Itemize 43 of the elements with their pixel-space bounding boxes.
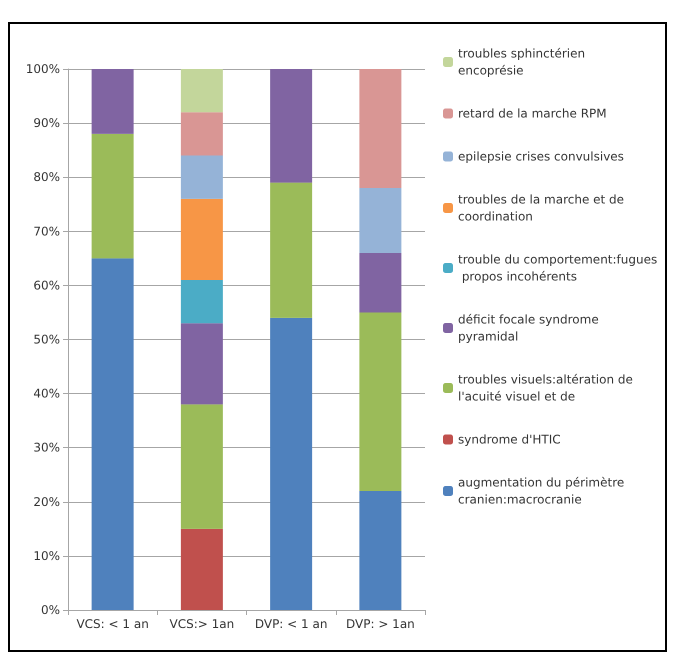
- legend-label: troubles sphinctérien encoprésie: [458, 46, 589, 78]
- legend-label: trouble du comportement:fugues propos incohérents: [458, 252, 658, 284]
- bar: [180, 156, 223, 199]
- y-tick-label: 40%: [33, 386, 60, 401]
- bar: [180, 404, 223, 529]
- bar: [359, 69, 402, 188]
- bar: [359, 312, 402, 491]
- x-tick-label: DVP: > 1an: [346, 617, 415, 631]
- y-tick-label: 70%: [33, 224, 60, 238]
- y-tick-label: 20%: [33, 494, 60, 509]
- x-tick-label: DVP: < 1 an: [254, 617, 328, 631]
- bar: [359, 490, 402, 610]
- y-tick-label: 0%: [40, 603, 60, 617]
- bar: [92, 134, 134, 258]
- bar: [359, 188, 402, 253]
- legend-label: déficit focale syndrome pyramidal: [458, 312, 603, 344]
- legend-label: augmentation du périmètre cranien:macrocranie: [458, 476, 628, 506]
- bar: [92, 258, 134, 610]
- bar: [180, 323, 223, 404]
- x-tick-label: VCS: < 1 an: [76, 617, 149, 631]
- legend-label: syndrome d'HTIC: [458, 432, 561, 446]
- x-tick-label: VCS:> 1an: [170, 617, 234, 631]
- bar: [270, 318, 312, 610]
- legend-label: troubles de la marche et de coordination: [458, 192, 628, 224]
- bar: [180, 528, 223, 610]
- bar: [180, 69, 223, 112]
- y-tick-label: 100%: [26, 62, 60, 76]
- legend-label: epilepsie crises convulsives: [458, 150, 624, 164]
- y-tick-label: 60%: [33, 278, 60, 292]
- bar: [270, 69, 312, 183]
- y-tick-label: 90%: [33, 116, 60, 130]
- y-tick-label: 50%: [33, 332, 60, 346]
- bar: [270, 182, 312, 318]
- y-tick-label: 80%: [33, 170, 60, 184]
- legend-label: troubles visuels:altération de l'acuité visuel et de: [458, 372, 637, 404]
- bar: [180, 280, 223, 324]
- bar: [180, 198, 223, 280]
- y-tick-label: 30%: [33, 440, 60, 455]
- legend-label: retard de la marche RPM: [458, 106, 607, 120]
- bar: [92, 69, 134, 134]
- y-tick-label: 10%: [33, 548, 60, 563]
- bar: [180, 112, 223, 156]
- bar: [359, 252, 402, 312]
